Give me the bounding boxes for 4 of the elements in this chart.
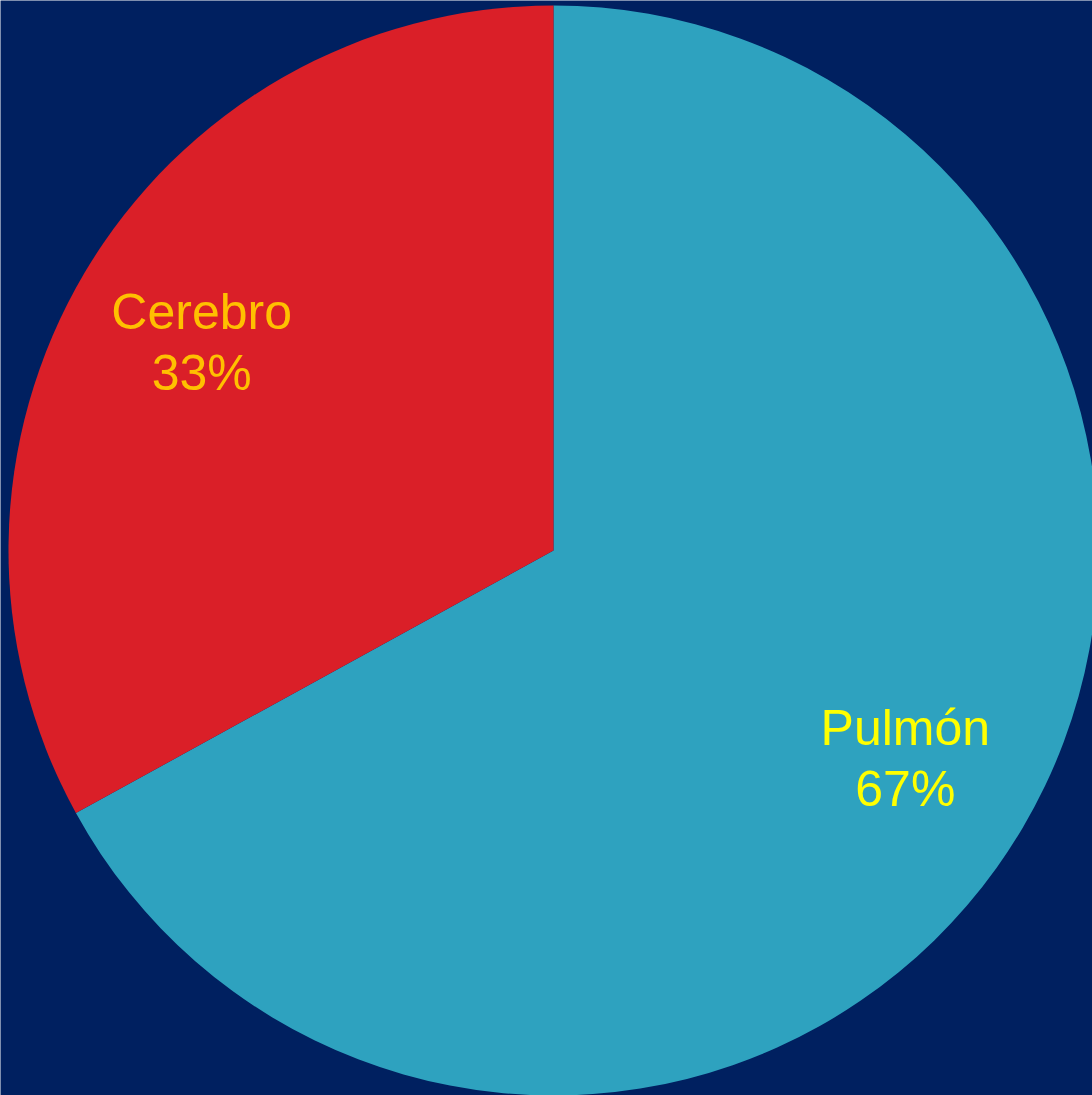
data-label: 33% bbox=[151, 345, 252, 402]
slice-label: Cerebro bbox=[111, 283, 292, 340]
data-label: 67% bbox=[855, 761, 956, 818]
slice-label: Pulmón bbox=[820, 699, 991, 756]
